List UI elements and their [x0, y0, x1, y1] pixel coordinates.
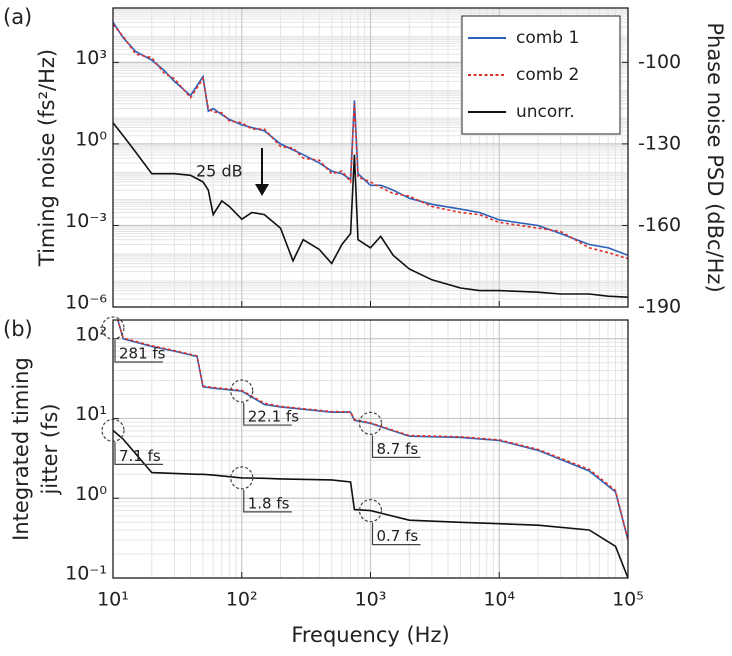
- y-axis-label: jitter (fs): [38, 403, 62, 495]
- legend-label: uncorr.: [516, 102, 575, 122]
- y-tick-label: 10⁻¹: [65, 563, 107, 585]
- series-line: [113, 429, 628, 578]
- annotation-circle: [230, 379, 254, 403]
- y-tick-label: 10²: [75, 323, 107, 345]
- annotation-circle: [358, 411, 383, 435]
- x-axis-label: Frequency (Hz): [291, 623, 449, 647]
- x-tick-label: 10¹: [97, 589, 129, 611]
- y-tick-label: 10⁻³: [65, 210, 107, 232]
- series-line: [113, 122, 628, 298]
- annotation-circle: [358, 499, 383, 523]
- legend-label: comb 1: [516, 28, 579, 48]
- series-line: [113, 21, 628, 257]
- annotation-bracket: [114, 340, 163, 363]
- y-tick-label: 10⁰: [75, 128, 107, 150]
- y2-tick-label: -130: [638, 132, 681, 154]
- y-axis-label: Integrated timing: [9, 357, 33, 541]
- y-axis-label: Timing noise (fs²/Hz): [35, 49, 59, 267]
- y-tick-label: 10³: [75, 47, 107, 69]
- plot-frame: [112, 319, 629, 579]
- series-line: [117, 320, 628, 541]
- y2-tick-label: -160: [638, 214, 681, 236]
- annotation-bracket: [243, 489, 292, 513]
- series-line: [113, 23, 628, 260]
- legend-box: [461, 15, 621, 135]
- plot-lines: [113, 21, 628, 298]
- annotation: 281 fs: [119, 345, 166, 363]
- annotation-bracket: [371, 435, 421, 458]
- panel-label: (b): [3, 317, 33, 341]
- annotation-circle: [230, 466, 254, 490]
- y-tick-label: 10¹: [75, 403, 107, 425]
- x-tick-label: 10⁴: [483, 589, 515, 611]
- x-tick-label: 10³: [355, 589, 387, 611]
- annotation: 0.7 fs: [377, 527, 419, 545]
- y2-tick-label: -190: [638, 296, 681, 318]
- plot-lines: [113, 320, 628, 578]
- annotation: 22.1 fs: [248, 408, 299, 426]
- panel-label: (a): [3, 5, 32, 29]
- legend-label: comb 2: [516, 65, 579, 85]
- y-tick-label: 10⁰: [75, 483, 107, 505]
- annotation-circle: [101, 316, 125, 340]
- y2-tick-label: -100: [638, 51, 681, 73]
- annotation-bracket: [243, 403, 292, 426]
- y2-axis-label: Phase noise PSD (dBc/Hz): [703, 22, 727, 292]
- annotation: 8.7 fs: [377, 440, 419, 458]
- plot-frame: [112, 7, 629, 308]
- annotation: 1.8 fs: [248, 494, 290, 512]
- annotation-arrowhead: [255, 184, 269, 196]
- annotation-bracket: [114, 442, 163, 465]
- x-tick-label: 10²: [226, 589, 258, 611]
- annotation: 7.1 fs: [119, 447, 161, 465]
- x-tick-label: 10⁵: [612, 589, 644, 611]
- y-tick-label: 10⁻⁶: [65, 292, 107, 314]
- annotation: 25 dB: [196, 162, 243, 181]
- annotation-circle: [101, 418, 125, 442]
- annotation-bracket: [371, 522, 421, 546]
